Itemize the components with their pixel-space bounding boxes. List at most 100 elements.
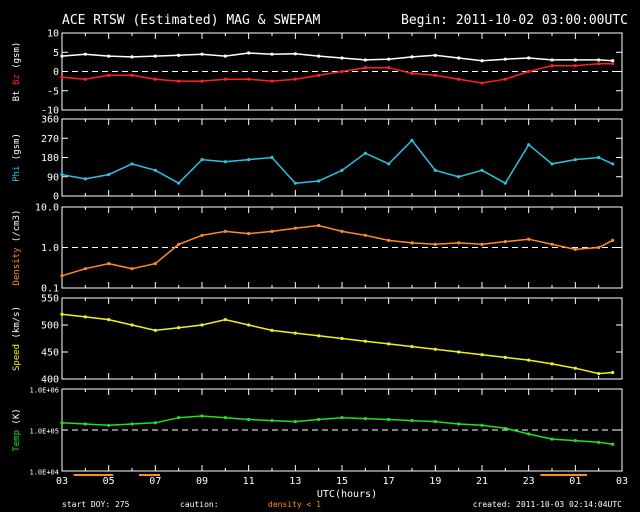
data-point-temp — [83, 422, 87, 426]
x-tick-label: 13 — [289, 476, 301, 487]
y-tick-label: 360 — [41, 115, 59, 126]
data-point-temp — [503, 426, 507, 430]
data-point-bz — [200, 79, 204, 83]
data-point-speed — [527, 358, 531, 362]
data-point-speed — [363, 339, 367, 343]
data-point-temp — [270, 418, 274, 423]
y-axis-label-speed: Speed (km/s) — [12, 306, 22, 371]
x-tick-label: 17 — [383, 476, 395, 487]
x-tick-label: 03 — [616, 476, 628, 487]
data-point-bt — [410, 55, 414, 59]
data-point-bt — [387, 57, 391, 61]
data-point-bt — [177, 53, 181, 57]
panel-speed: 400 450 500 550 Speed (km/s) — [12, 294, 623, 386]
data-point-bt — [270, 52, 274, 56]
data-point-density — [363, 233, 367, 237]
y-tick-label: 180 — [41, 153, 59, 164]
y-axis-label-part: (gsm) — [12, 133, 22, 166]
x-tick-label: 19 — [429, 476, 441, 487]
y-tick-label: 0 — [53, 67, 59, 78]
data-point-phi — [527, 143, 531, 147]
data-point-bt — [83, 52, 87, 56]
data-point-bt — [550, 58, 554, 62]
data-point-bz — [107, 73, 111, 77]
data-point-bt — [527, 56, 531, 60]
y-tick-label: 1.0 — [41, 243, 59, 254]
data-point-density — [270, 229, 274, 233]
data-point-temp — [340, 416, 344, 420]
data-point-phi — [611, 162, 615, 166]
data-point-temp — [433, 420, 437, 424]
data-point-bt — [153, 54, 157, 58]
data-point-density — [340, 229, 344, 233]
data-point-density — [573, 247, 577, 251]
data-point-speed — [573, 366, 577, 370]
y-axis-label-part: (K) — [12, 408, 22, 430]
data-point-speed — [177, 326, 181, 330]
data-point-bt — [340, 56, 344, 60]
data-point-temp — [550, 437, 554, 441]
y-tick-label: 5 — [53, 48, 59, 59]
caution-label: caution: — [180, 500, 219, 509]
y-tick-label: 10.0 — [35, 203, 59, 214]
data-point-density — [293, 226, 297, 230]
y-axis-label-part: (km/s) — [12, 306, 22, 344]
data-point-phi — [573, 158, 577, 162]
data-point-density — [457, 241, 461, 245]
y-tick-label: 1.0E+04 — [29, 469, 59, 477]
data-point-phi — [60, 173, 64, 177]
data-point-temp — [363, 416, 367, 421]
data-point-temp — [457, 422, 461, 426]
data-point-bz — [60, 75, 64, 79]
created-time: created: 2011-10-03 02:14:04UTC — [473, 500, 622, 509]
data-point-temp — [573, 439, 577, 443]
y-tick-label: 1.0E+05 — [29, 428, 59, 436]
x-tick-label: 23 — [523, 476, 535, 487]
data-point-density — [107, 262, 111, 266]
data-point-bz — [177, 79, 181, 83]
data-point-phi — [457, 175, 461, 179]
data-point-phi — [410, 138, 414, 142]
data-point-bz — [597, 62, 601, 66]
panel-phi: 0 90 180 270 360 Phi (gsm) — [12, 115, 623, 203]
density-caution-note: density < 1 — [268, 500, 321, 509]
start-doy: start DOY: 275 — [62, 500, 130, 509]
data-point-bt — [247, 51, 251, 55]
data-point-phi — [223, 160, 227, 164]
data-point-bz — [340, 69, 344, 74]
data-point-bz — [223, 77, 227, 81]
data-point-speed — [223, 318, 227, 322]
data-point-speed — [433, 347, 437, 351]
data-point-density — [410, 241, 414, 245]
data-point-bz — [527, 69, 531, 74]
y-tick-label: -5 — [47, 86, 59, 97]
x-tick-label: 03 — [56, 476, 68, 487]
data-point-temp — [177, 416, 181, 420]
data-point-phi — [107, 173, 111, 177]
data-point-bt — [293, 52, 297, 56]
data-point-bz — [433, 73, 437, 77]
data-point-speed — [83, 315, 87, 319]
data-point-phi — [597, 155, 601, 160]
data-point-speed — [611, 370, 615, 375]
data-point-bz — [153, 77, 157, 81]
y-axis-label-mag: Bt Bz (gsm) — [12, 42, 22, 102]
y-axis-label-part: Bz — [12, 74, 22, 90]
data-point-speed — [60, 312, 64, 316]
panel-density: 0.1 1.0 10.0 Density (/cm3) — [12, 203, 623, 295]
data-point-phi — [340, 168, 344, 172]
data-point-speed — [410, 345, 414, 349]
y-tick-label: -10 — [41, 106, 59, 117]
data-point-speed — [293, 331, 297, 335]
data-point-bt — [457, 56, 461, 60]
x-axis-label: UTC(hours) — [317, 489, 377, 500]
data-point-speed — [153, 328, 157, 332]
data-point-bz — [457, 77, 461, 81]
data-point-bt — [503, 57, 507, 61]
data-point-phi — [317, 179, 321, 183]
data-point-phi — [153, 168, 157, 172]
data-point-bz — [480, 81, 484, 85]
data-point-speed — [480, 353, 484, 357]
data-point-phi — [503, 181, 507, 185]
